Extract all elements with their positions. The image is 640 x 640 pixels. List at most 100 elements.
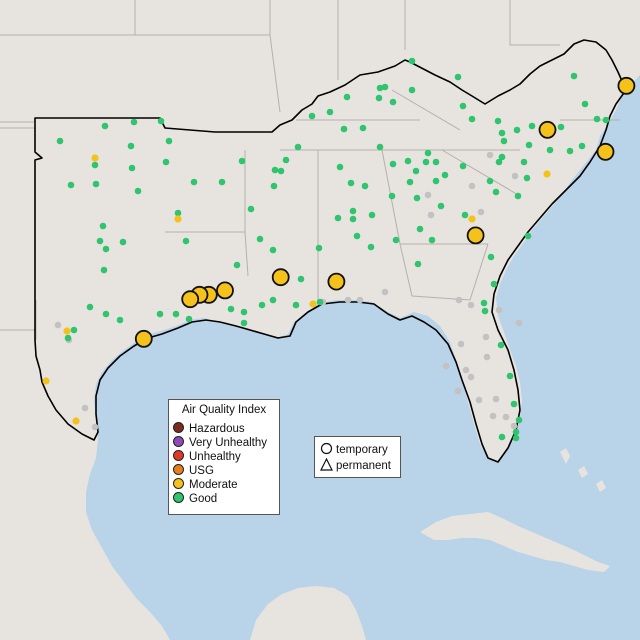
monitor-good — [270, 182, 278, 190]
monitor-good — [227, 305, 235, 313]
very-unhealthy-swatch — [173, 436, 184, 447]
monitor-good — [388, 192, 396, 200]
monitor-no-data — [457, 340, 465, 348]
monitor-no-data — [356, 296, 364, 304]
circle-icon — [320, 442, 333, 455]
monitor-good — [497, 341, 505, 349]
monitor-good — [218, 178, 226, 186]
legend-label: Hazardous — [189, 423, 245, 435]
monitor-good — [506, 372, 514, 380]
monitor-temporary-moderate[interactable] — [181, 290, 200, 309]
monitor-good — [412, 167, 420, 175]
monitor-good — [413, 194, 421, 202]
monitor-good — [134, 187, 142, 195]
monitor-good — [240, 319, 248, 327]
legend-label: Unhealthy — [189, 451, 241, 463]
monitor-good — [416, 225, 424, 233]
monitor-good — [334, 214, 342, 222]
monitor-good — [557, 123, 565, 131]
monitor-temporary-moderate[interactable] — [134, 329, 153, 348]
monitor-good — [566, 147, 574, 155]
monitor-good — [480, 299, 488, 307]
legend-label: Very Unhealthy — [189, 437, 267, 449]
monitor-temporary-moderate[interactable] — [216, 281, 234, 300]
monitor-good — [165, 137, 173, 145]
monitor-good — [361, 182, 369, 190]
legend-label: Good — [189, 493, 218, 505]
monitor-no-data — [462, 366, 470, 374]
legend-label: permanent — [336, 460, 391, 472]
monitor-no-data — [427, 211, 435, 219]
monitor-good — [570, 72, 578, 80]
monitor-good — [486, 177, 494, 185]
monitor-good — [437, 202, 445, 210]
monitor-no-data — [54, 321, 62, 329]
monitor-temporary-moderate[interactable] — [596, 142, 615, 161]
bahamas — [560, 448, 606, 492]
monitor-no-data — [475, 396, 483, 404]
monitor-good — [408, 86, 416, 94]
monitor-temporary-moderate[interactable] — [327, 272, 346, 291]
monitor-no-data — [486, 151, 494, 159]
monitor-moderate — [91, 154, 99, 162]
monitor-good — [99, 222, 107, 230]
monitor-good — [498, 153, 506, 161]
monitor-good — [185, 315, 193, 323]
monitor-good — [91, 161, 99, 169]
monitor-good — [428, 236, 436, 244]
monitor-good — [336, 163, 344, 171]
monitor-temporary-moderate[interactable] — [271, 268, 290, 287]
monitor-good — [282, 156, 290, 164]
monitor-temporary-moderate[interactable] — [617, 76, 636, 95]
monitors-no-data — [54, 151, 523, 431]
monitor-good — [292, 301, 300, 309]
monitor-temporary-moderate[interactable] — [538, 120, 557, 139]
monitor-good — [347, 179, 355, 187]
monitor-good — [512, 434, 520, 442]
monitor-good — [525, 141, 533, 149]
region-outline — [34, 39, 627, 463]
monitor-good — [340, 125, 348, 133]
monitor-good — [297, 275, 305, 283]
monitor-moderate — [72, 417, 80, 425]
monitor-good — [162, 158, 170, 166]
monitor-no-data — [454, 387, 462, 395]
monitor-temporary-moderate[interactable] — [466, 226, 485, 245]
monitor-good — [406, 178, 414, 186]
monitor-good — [593, 115, 601, 123]
legend-item-temporary: temporary — [320, 442, 388, 456]
monitor-good — [389, 98, 397, 106]
good-swatch — [173, 492, 184, 503]
monitor-good — [461, 211, 469, 219]
aqi-legend: Air Quality Index Hazardous Very Unhealt… — [168, 399, 280, 515]
legend-item-unhealthy: Unhealthy — [173, 450, 241, 464]
monitor-no-data — [442, 362, 450, 370]
monitor-good — [119, 238, 127, 246]
monitor-no-data — [467, 373, 475, 381]
monitor-no-data — [489, 412, 497, 420]
monitor-good — [487, 253, 495, 261]
monitor-good — [375, 94, 383, 102]
monitor-good — [238, 157, 246, 165]
monitor-good — [512, 428, 520, 436]
monitor-good — [578, 142, 586, 150]
monitor-good — [130, 118, 138, 126]
monitor-moderate — [543, 170, 551, 178]
monitor-good — [240, 308, 248, 316]
monitor-no-data — [344, 296, 352, 304]
legend-item-very-unhealthy: Very Unhealthy — [173, 436, 267, 450]
monitor-no-data — [468, 182, 476, 190]
monitor-good — [495, 158, 503, 166]
monitor-good — [376, 143, 384, 151]
monitor-good — [515, 416, 523, 424]
monitor-good — [157, 117, 165, 125]
monitor-good — [513, 126, 521, 134]
monitor-good — [524, 232, 532, 240]
monitor-no-data — [515, 319, 523, 327]
monitor-good — [581, 100, 589, 108]
legend-item-moderate: Moderate — [173, 478, 238, 492]
monitor-good — [247, 205, 255, 213]
monitor-good — [315, 244, 323, 252]
monitor-good — [520, 158, 528, 166]
monitor-good — [100, 266, 108, 274]
